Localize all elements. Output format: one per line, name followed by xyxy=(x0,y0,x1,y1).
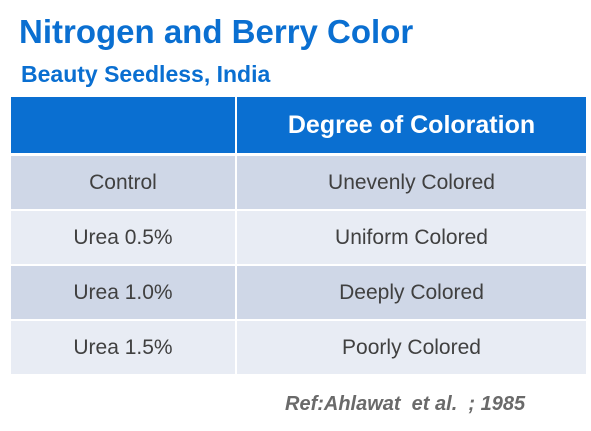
treatment-cell: Urea 0.5% xyxy=(11,210,237,266)
table-row: Urea 1.5% Poorly Colored xyxy=(11,320,586,376)
coloration-cell: Uniform Colored xyxy=(236,210,586,266)
treatment-cell: Control xyxy=(11,154,237,211)
coloration-cell: Poorly Colored xyxy=(236,320,586,376)
table-row: Urea 0.5% Uniform Colored xyxy=(11,210,586,266)
treatment-cell: Urea 1.0% xyxy=(11,265,237,321)
treatment-cell: Urea 1.5% xyxy=(11,320,237,376)
table-header-row: Degree of Coloration xyxy=(11,97,586,156)
table-row: Control Unevenly Colored xyxy=(11,154,586,211)
coloration-cell: Deeply Colored xyxy=(236,265,586,321)
slide-subtitle: Beauty Seedless, India xyxy=(21,61,271,87)
coloration-cell: Unevenly Colored xyxy=(236,154,586,211)
reference-citation: Ref:Ahlawat et al. ; 1985 xyxy=(285,393,526,415)
table-row: Urea 1.0% Deeply Colored xyxy=(11,265,586,321)
coloration-table: Degree of Coloration Control Unevenly Co… xyxy=(11,97,586,376)
header-treatment xyxy=(11,97,237,156)
slide-title: Nitrogen and Berry Color xyxy=(19,13,414,50)
header-degree-of-coloration: Degree of Coloration xyxy=(236,97,586,156)
